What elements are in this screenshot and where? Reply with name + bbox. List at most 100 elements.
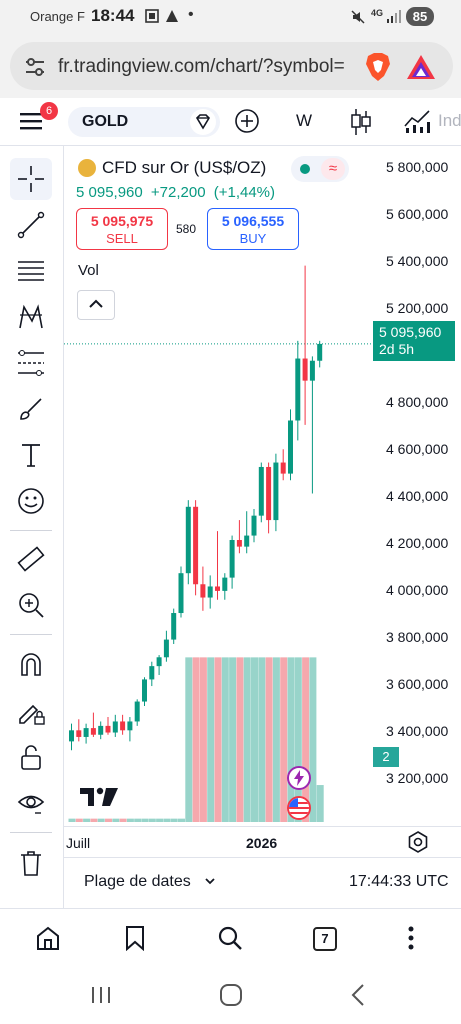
- volume-tag: 2: [373, 747, 399, 767]
- back-icon[interactable]: [350, 983, 366, 1007]
- candle-body: [149, 666, 155, 680]
- crosshair-tool[interactable]: [10, 158, 52, 200]
- brush-tool[interactable]: [10, 388, 52, 430]
- collapse-legend-button[interactable]: [77, 290, 115, 320]
- bookmark-icon[interactable]: [124, 925, 146, 951]
- volume-bar: [214, 657, 222, 822]
- lock-all-tool[interactable]: [10, 736, 52, 778]
- home-button-icon[interactable]: [219, 983, 243, 1007]
- symbol-search-button[interactable]: GOLD: [68, 107, 220, 137]
- mute-icon: [351, 10, 365, 24]
- volume-bar: [112, 818, 120, 822]
- unlock-icon: [21, 745, 41, 770]
- volume-bar: [178, 818, 185, 822]
- ruler-icon: [17, 546, 45, 572]
- notification-dot-icon: •: [188, 6, 194, 23]
- candle-body: [120, 721, 126, 731]
- candle-body: [258, 466, 264, 516]
- hide-drawings-tool[interactable]: [10, 782, 52, 824]
- smiley-icon: [18, 488, 44, 514]
- diamond-icon[interactable]: [190, 109, 216, 135]
- volume-bar: [272, 657, 280, 822]
- icon-tool[interactable]: [10, 480, 52, 522]
- volume-bar: [294, 657, 302, 822]
- earnings-event-icon[interactable]: [287, 766, 311, 790]
- remove-drawings-tool[interactable]: [10, 842, 52, 884]
- buy-button[interactable]: 5 096,555 BUY: [207, 208, 299, 250]
- volume-bar: [156, 818, 164, 822]
- date-range-button[interactable]: Plage de dates: [84, 873, 191, 890]
- volume-bar: [148, 818, 156, 822]
- last-price-value: 5 095,960: [76, 184, 143, 201]
- tradingview-logo[interactable]: [80, 786, 120, 808]
- price-axis-label: 4 600,000: [386, 441, 449, 457]
- url-text[interactable]: fr.tradingview.com/chart/?symbol=: [58, 56, 345, 77]
- settings-icon[interactable]: [407, 831, 429, 853]
- site-settings-icon[interactable]: [24, 57, 46, 77]
- sell-button[interactable]: 5 095,975 SELL: [76, 208, 168, 250]
- candle-body: [193, 506, 199, 585]
- network-type: 4G: [371, 8, 384, 18]
- candle-body: [127, 721, 133, 731]
- indicators-icon[interactable]: [403, 108, 433, 134]
- search-icon[interactable]: [217, 925, 243, 951]
- market-status-toggle[interactable]: ≈: [291, 156, 349, 182]
- utc-clock[interactable]: 17:44:33 UTC: [349, 873, 449, 890]
- candle-body: [302, 358, 308, 381]
- last-price-tag: 5 095,960 2d 5h: [373, 321, 455, 361]
- volume-bar: [302, 657, 310, 822]
- volume-bar: [287, 657, 295, 822]
- market-open-icon: [300, 164, 310, 174]
- candle-body: [280, 462, 286, 474]
- chevron-down-icon[interactable]: [204, 877, 216, 885]
- brave-shield-icon[interactable]: [364, 52, 392, 82]
- compare-add-icon[interactable]: [234, 108, 260, 134]
- candle-body: [215, 586, 220, 591]
- symbol-label: GOLD: [82, 113, 129, 130]
- price-axis-label: 5 800,000: [386, 159, 449, 175]
- time-axis[interactable]: Juill 2026: [64, 826, 461, 856]
- lock-drawing-tool[interactable]: [10, 690, 52, 732]
- buy-label: BUY: [239, 231, 267, 246]
- text-tool[interactable]: [10, 434, 52, 476]
- magnet-icon: [21, 653, 41, 676]
- chart-pane[interactable]: CFD sur Or (US$/OZ) ≈ 5 095,960 +72,200 …: [64, 146, 461, 908]
- candle-body: [90, 728, 96, 735]
- trend-line-tool[interactable]: [10, 204, 52, 246]
- price-axis-label: 3 200,000: [386, 770, 449, 786]
- pattern-tool[interactable]: [10, 296, 52, 338]
- candles-chart-type-icon[interactable]: [349, 108, 373, 136]
- status-bar: Orange F 18:44 • 4G 85: [0, 0, 461, 34]
- clock-time: 18:44: [91, 6, 135, 25]
- menu-icon[interactable]: [20, 111, 44, 131]
- indicators-label[interactable]: Ind: [438, 111, 461, 130]
- candle-body: [112, 721, 118, 733]
- address-bar[interactable]: fr.tradingview.com/chart/?symbol=: [10, 42, 453, 90]
- sell-label: SELL: [106, 231, 138, 246]
- volume-bar: [170, 818, 178, 822]
- price-axis-label: 4 000,000: [386, 582, 449, 598]
- browser-bar: fr.tradingview.com/chart/?symbol=: [0, 34, 461, 98]
- tab-switcher-button[interactable]: 7: [313, 927, 337, 951]
- fib-lines-icon: [18, 261, 44, 281]
- measure-tool[interactable]: [10, 538, 52, 580]
- text-icon: [22, 444, 40, 467]
- toolbar-divider: [10, 530, 52, 531]
- recent-apps-icon[interactable]: [90, 984, 112, 1006]
- fib-retracement-tool[interactable]: [10, 250, 52, 292]
- volume-indicator-label[interactable]: Vol: [78, 262, 99, 279]
- system-navigation-bar: [0, 968, 461, 1024]
- price-chart[interactable]: [64, 146, 461, 826]
- candle-body: [134, 701, 140, 722]
- zoom-tool[interactable]: [10, 584, 52, 626]
- magnet-tool[interactable]: [10, 644, 52, 686]
- price-axis-label: 3 800,000: [386, 629, 449, 645]
- candle-body: [317, 343, 323, 361]
- interval-button[interactable]: W: [296, 111, 313, 130]
- more-options-icon[interactable]: [406, 925, 416, 951]
- brave-rewards-icon[interactable]: [406, 54, 436, 80]
- home-icon[interactable]: [35, 925, 61, 951]
- us-economic-event-icon[interactable]: [287, 796, 311, 820]
- forecast-tool[interactable]: [10, 342, 52, 384]
- volume-bar: [309, 657, 317, 822]
